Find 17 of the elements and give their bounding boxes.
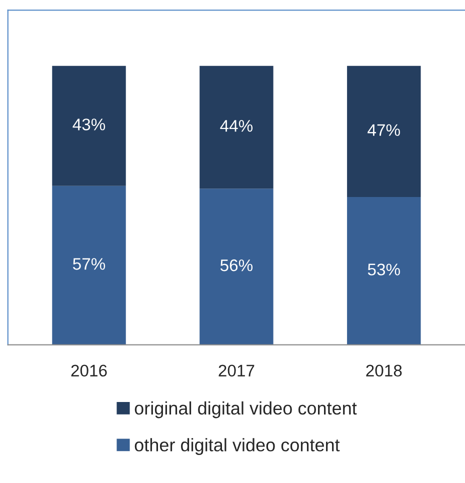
data-label: 43% [72,118,106,130]
bar [347,197,421,345]
x-tick-label: 2016 [71,364,107,377]
x-tick-label: 2017 [218,364,254,377]
bar [200,188,274,345]
data-label: 44% [220,120,253,132]
bar [52,186,126,345]
data-label: 53% [368,264,400,276]
bar [52,66,126,186]
bar [200,66,274,189]
data-label: 56% [220,259,253,272]
legend-label: other digital video content [134,438,340,455]
legend-label: original digital video content [134,401,357,418]
x-tick-label: 2018 [366,364,402,377]
data-label: 57% [72,258,106,270]
bar [347,66,421,198]
data-label: 47% [368,124,400,136]
